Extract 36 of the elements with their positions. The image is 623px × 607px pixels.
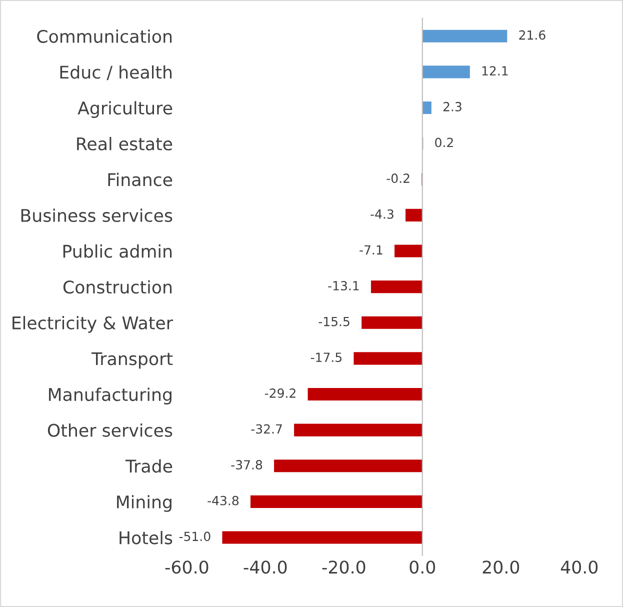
y-tick-label: Finance <box>108 172 172 186</box>
data-label: -0.2 <box>386 174 410 183</box>
data-label: -29.2 <box>264 388 296 398</box>
y-tick-label: Educ / health <box>60 65 172 80</box>
x-tick-label: -20.0 <box>322 560 366 574</box>
x-tick-label: 20.0 <box>482 560 520 574</box>
data-label: 21.6 <box>519 30 546 40</box>
y-tick-label: Real estate <box>77 136 172 150</box>
data-label: -17.5 <box>310 352 342 362</box>
y-tick-label: Trade <box>125 459 172 473</box>
y-tick-label: Electricity & Water <box>12 316 174 333</box>
data-label: -43.8 <box>208 496 239 506</box>
y-tick-label: Hotels <box>120 530 172 544</box>
x-tick-label: 0.0 <box>410 560 436 574</box>
data-label: 0.2 <box>435 138 453 148</box>
y-tick-label: Public admin <box>63 244 172 258</box>
data-label: -51.0 <box>179 532 210 542</box>
y-tick-label: Mining <box>117 495 172 512</box>
data-label: -13.1 <box>328 280 359 290</box>
data-label: -4.3 <box>370 209 394 219</box>
data-label: -15.5 <box>318 316 350 326</box>
y-tick-label: Manufacturing <box>49 388 172 404</box>
y-tick-label: Construction <box>63 280 172 294</box>
y-tick-label: Transport <box>92 352 173 369</box>
x-tick-label: -60.0 <box>165 560 208 574</box>
data-label: -32.7 <box>251 424 282 434</box>
data-label: -7.1 <box>360 245 382 254</box>
data-label: 12.1 <box>482 66 508 76</box>
data-label: 2.3 <box>443 102 462 112</box>
x-tick-label: -40.0 <box>244 560 287 574</box>
y-tick-label: Agriculture <box>78 101 172 118</box>
y-tick-label: Communication <box>37 30 172 43</box>
x-tick-label: 40.0 <box>560 560 598 574</box>
y-tick-label: Business services <box>21 208 172 222</box>
data-label: -37.8 <box>231 460 262 470</box>
y-tick-label: Other services <box>48 423 172 437</box>
